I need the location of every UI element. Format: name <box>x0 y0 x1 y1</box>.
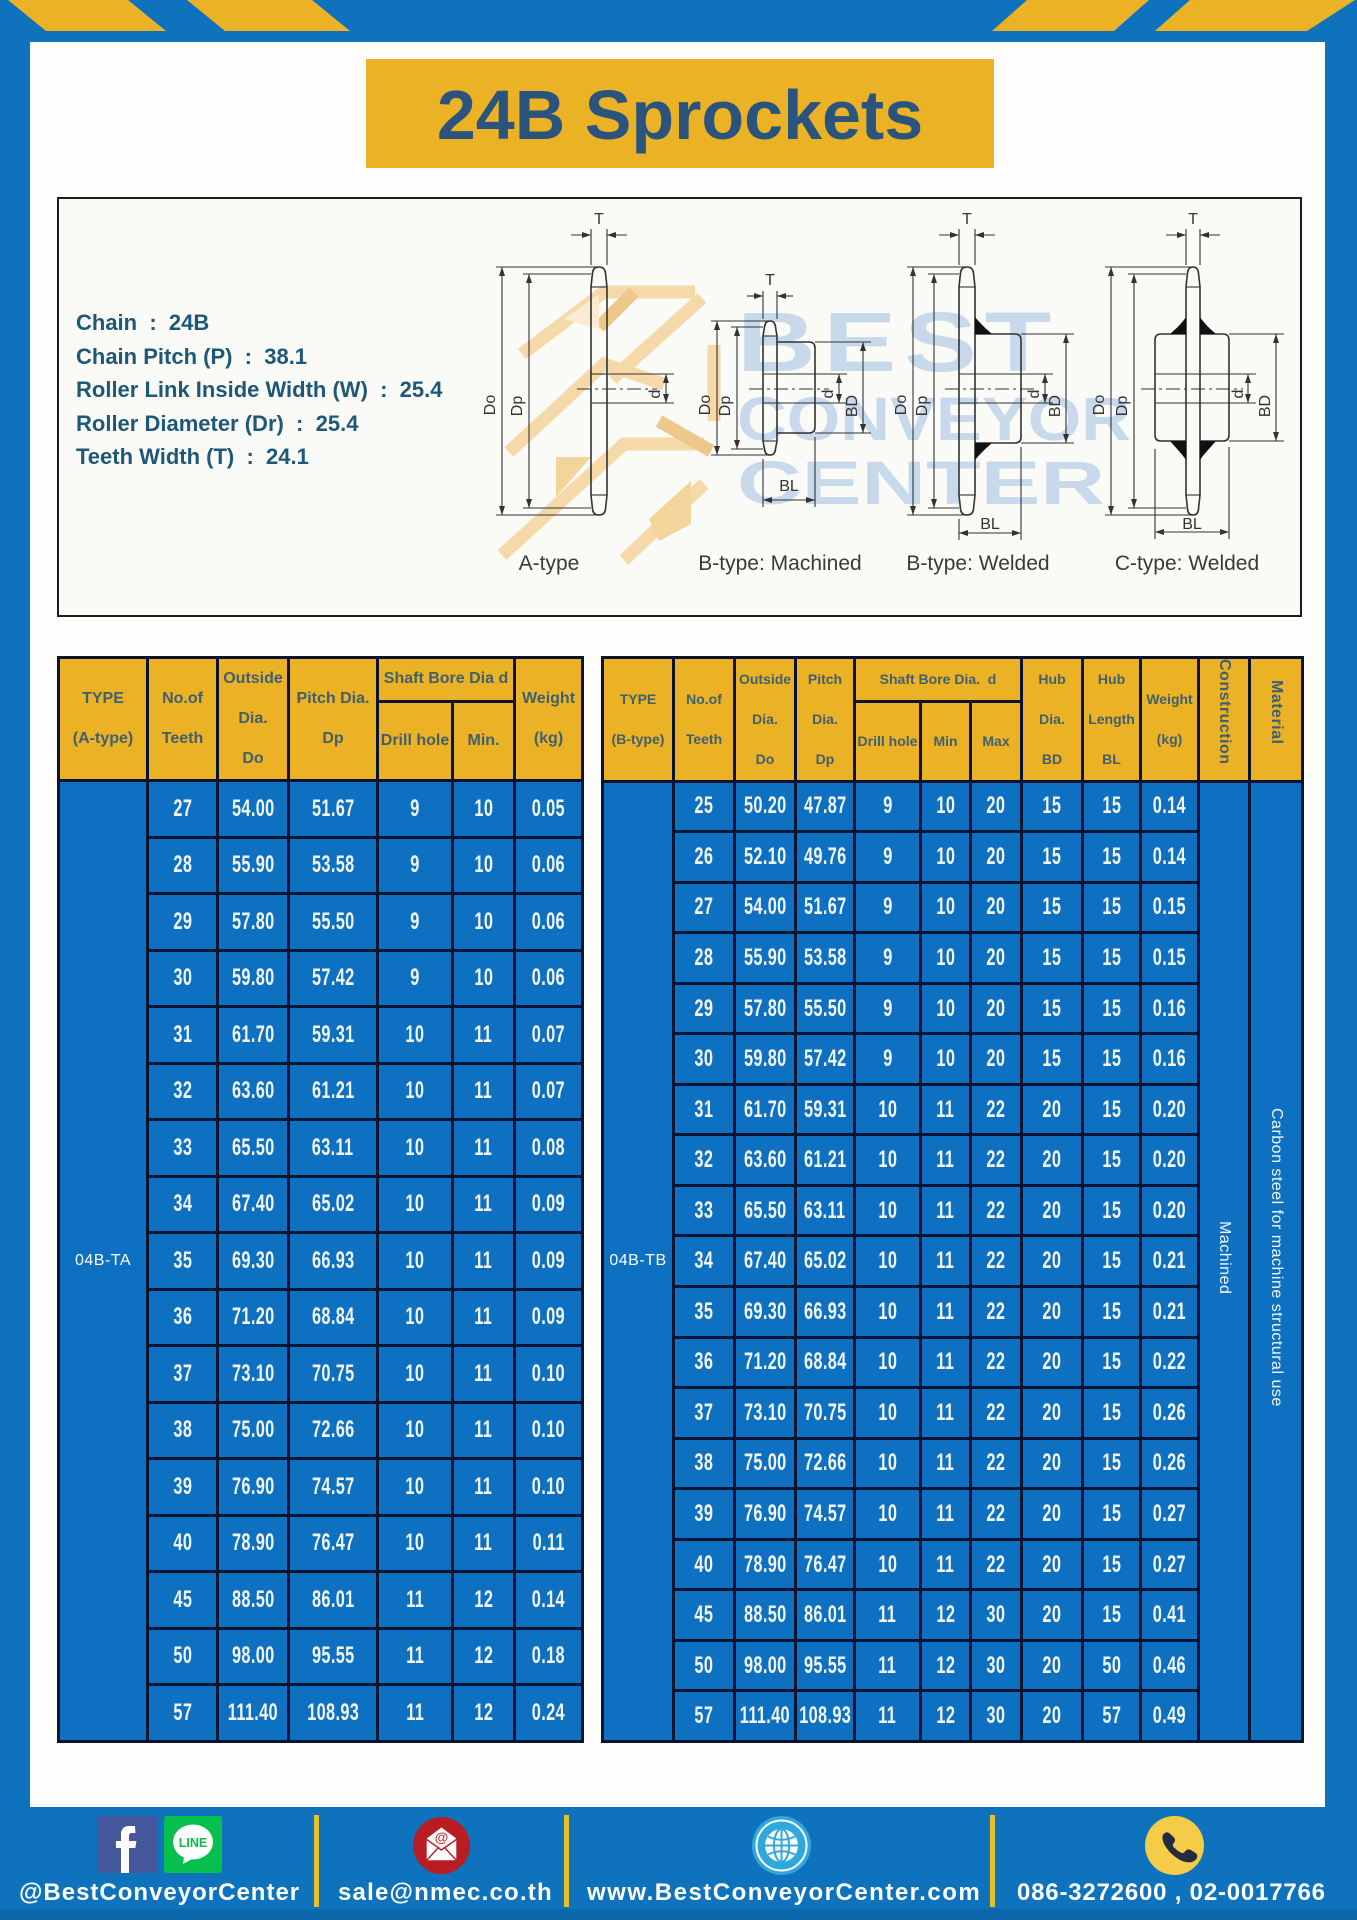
svg-text:LINE: LINE <box>179 1836 207 1850</box>
svg-text:T: T <box>1188 211 1198 228</box>
svg-text:BD: BD <box>844 395 861 417</box>
svg-text:BL: BL <box>779 478 799 495</box>
svg-text:BL: BL <box>1182 516 1202 533</box>
svg-text:d: d <box>647 390 664 399</box>
svg-text:Dp: Dp <box>717 396 734 417</box>
svg-text:BD: BD <box>1047 395 1064 417</box>
svg-text:BD: BD <box>1257 395 1274 417</box>
svg-text:Dp: Dp <box>509 396 526 417</box>
svg-text:Do: Do <box>482 395 499 416</box>
svg-text:d: d <box>820 390 837 399</box>
svg-text:Do: Do <box>893 395 910 416</box>
svg-text:A-type: A-type <box>519 552 580 575</box>
svg-text:T: T <box>765 272 775 289</box>
svg-text:Dp: Dp <box>914 396 931 417</box>
svg-text:@: @ <box>435 1829 449 1845</box>
svg-text:B-type: Welded: B-type: Welded <box>906 552 1049 575</box>
svg-text:T: T <box>962 211 972 228</box>
svg-text:C-type: Welded: C-type: Welded <box>1115 552 1259 575</box>
svg-text:d: d <box>1230 390 1247 399</box>
svg-text:B-type: Machined: B-type: Machined <box>698 552 861 575</box>
svg-text:Do: Do <box>697 395 714 416</box>
svg-text:BL: BL <box>980 516 1000 533</box>
svg-text:Do: Do <box>1091 395 1108 416</box>
svg-text:d: d <box>1026 390 1043 399</box>
svg-text:Dp: Dp <box>1114 396 1131 417</box>
svg-text:T: T <box>594 211 604 228</box>
svg-text:CENTER: CENTER <box>737 449 1105 517</box>
